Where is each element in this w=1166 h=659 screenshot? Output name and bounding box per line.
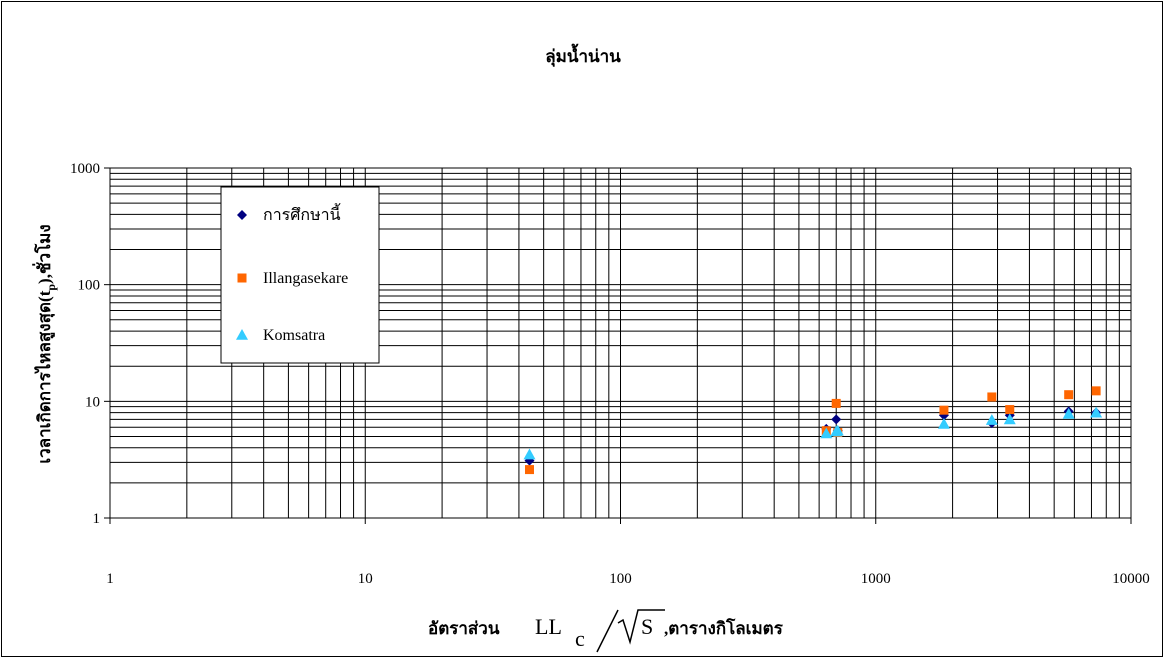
legend: การศึกษานี้ Illangasekare Komsatra bbox=[220, 186, 380, 364]
data-point-series-3 bbox=[985, 414, 998, 425]
x-axis-formula-subscript: c bbox=[575, 626, 585, 651]
legend-label-2: Illangasekare bbox=[263, 270, 348, 287]
legend-marker-1 bbox=[237, 210, 247, 220]
y-axis-label-main: เวลาเกิดการไหลสูงสุด(t bbox=[34, 290, 56, 463]
data-point-series-2 bbox=[987, 392, 997, 402]
legend-label-1: การศึกษานี้ bbox=[263, 203, 341, 224]
x-axis-formula-root-arg: S bbox=[641, 614, 653, 639]
data-point-series-1 bbox=[831, 414, 842, 425]
y-tick-label: 1 bbox=[93, 511, 101, 527]
data-point-series-2 bbox=[1091, 386, 1101, 396]
x-axis-formula-main: LL bbox=[535, 614, 562, 639]
y-tick-label: 1000 bbox=[70, 161, 100, 177]
x-axis-label-suffix: ,ตารางกิโลเมตร bbox=[664, 618, 784, 638]
data-point-series-3 bbox=[831, 424, 844, 436]
legend-box bbox=[220, 186, 380, 364]
data-point-series-3 bbox=[1062, 407, 1075, 419]
data-point-series-2 bbox=[1064, 390, 1074, 400]
y-tick-label: 100 bbox=[78, 278, 101, 294]
points-layer bbox=[523, 386, 1103, 475]
legend-marker-2 bbox=[237, 273, 247, 283]
x-axis-formula-slash bbox=[596, 609, 619, 653]
x-tick-label: 100 bbox=[609, 571, 632, 587]
data-point-series-2 bbox=[524, 465, 534, 475]
data-point-series-3 bbox=[523, 448, 536, 460]
data-point-series-2 bbox=[831, 398, 841, 408]
y-axis-label: เวลาเกิดการไหลสูงสุด(tp),ชั่วโมง bbox=[32, 224, 58, 463]
data-point-series-3 bbox=[1003, 413, 1016, 425]
x-tick-label: 10 bbox=[358, 571, 373, 587]
x-tick-label: 10000 bbox=[1112, 571, 1150, 587]
data-point-series-2 bbox=[1005, 405, 1015, 415]
y-tick-label: 10 bbox=[85, 394, 100, 410]
y-axis-label-subscript: p bbox=[44, 284, 58, 291]
legend-label-3: Komsatra bbox=[263, 327, 325, 344]
legend-items: การศึกษานี้ Illangasekare Komsatra bbox=[236, 203, 348, 344]
data-point-series-3 bbox=[937, 417, 950, 429]
data-point-series-2 bbox=[939, 405, 949, 415]
axis-layer: 1 10 100 1000 1 10 100 1000 10000 bbox=[70, 161, 1150, 587]
data-point-series-3 bbox=[820, 427, 833, 439]
data-point-series-3 bbox=[1090, 406, 1103, 418]
x-tick-label: 1 bbox=[106, 571, 114, 587]
x-axis-formula-sqrt bbox=[617, 609, 665, 645]
x-axis-label-prefix: อัตราส่วน bbox=[428, 619, 500, 638]
chart-title: ลุ่มน้ำน่าน bbox=[545, 43, 621, 67]
y-axis-label-tail: ),ชั่วโมง bbox=[32, 224, 54, 284]
x-tick-label: 1000 bbox=[861, 571, 891, 587]
x-axis-label: อัตราส่วน LL c S ,ตารางกิโลเมตร bbox=[428, 609, 784, 653]
legend-marker-3 bbox=[236, 329, 248, 340]
